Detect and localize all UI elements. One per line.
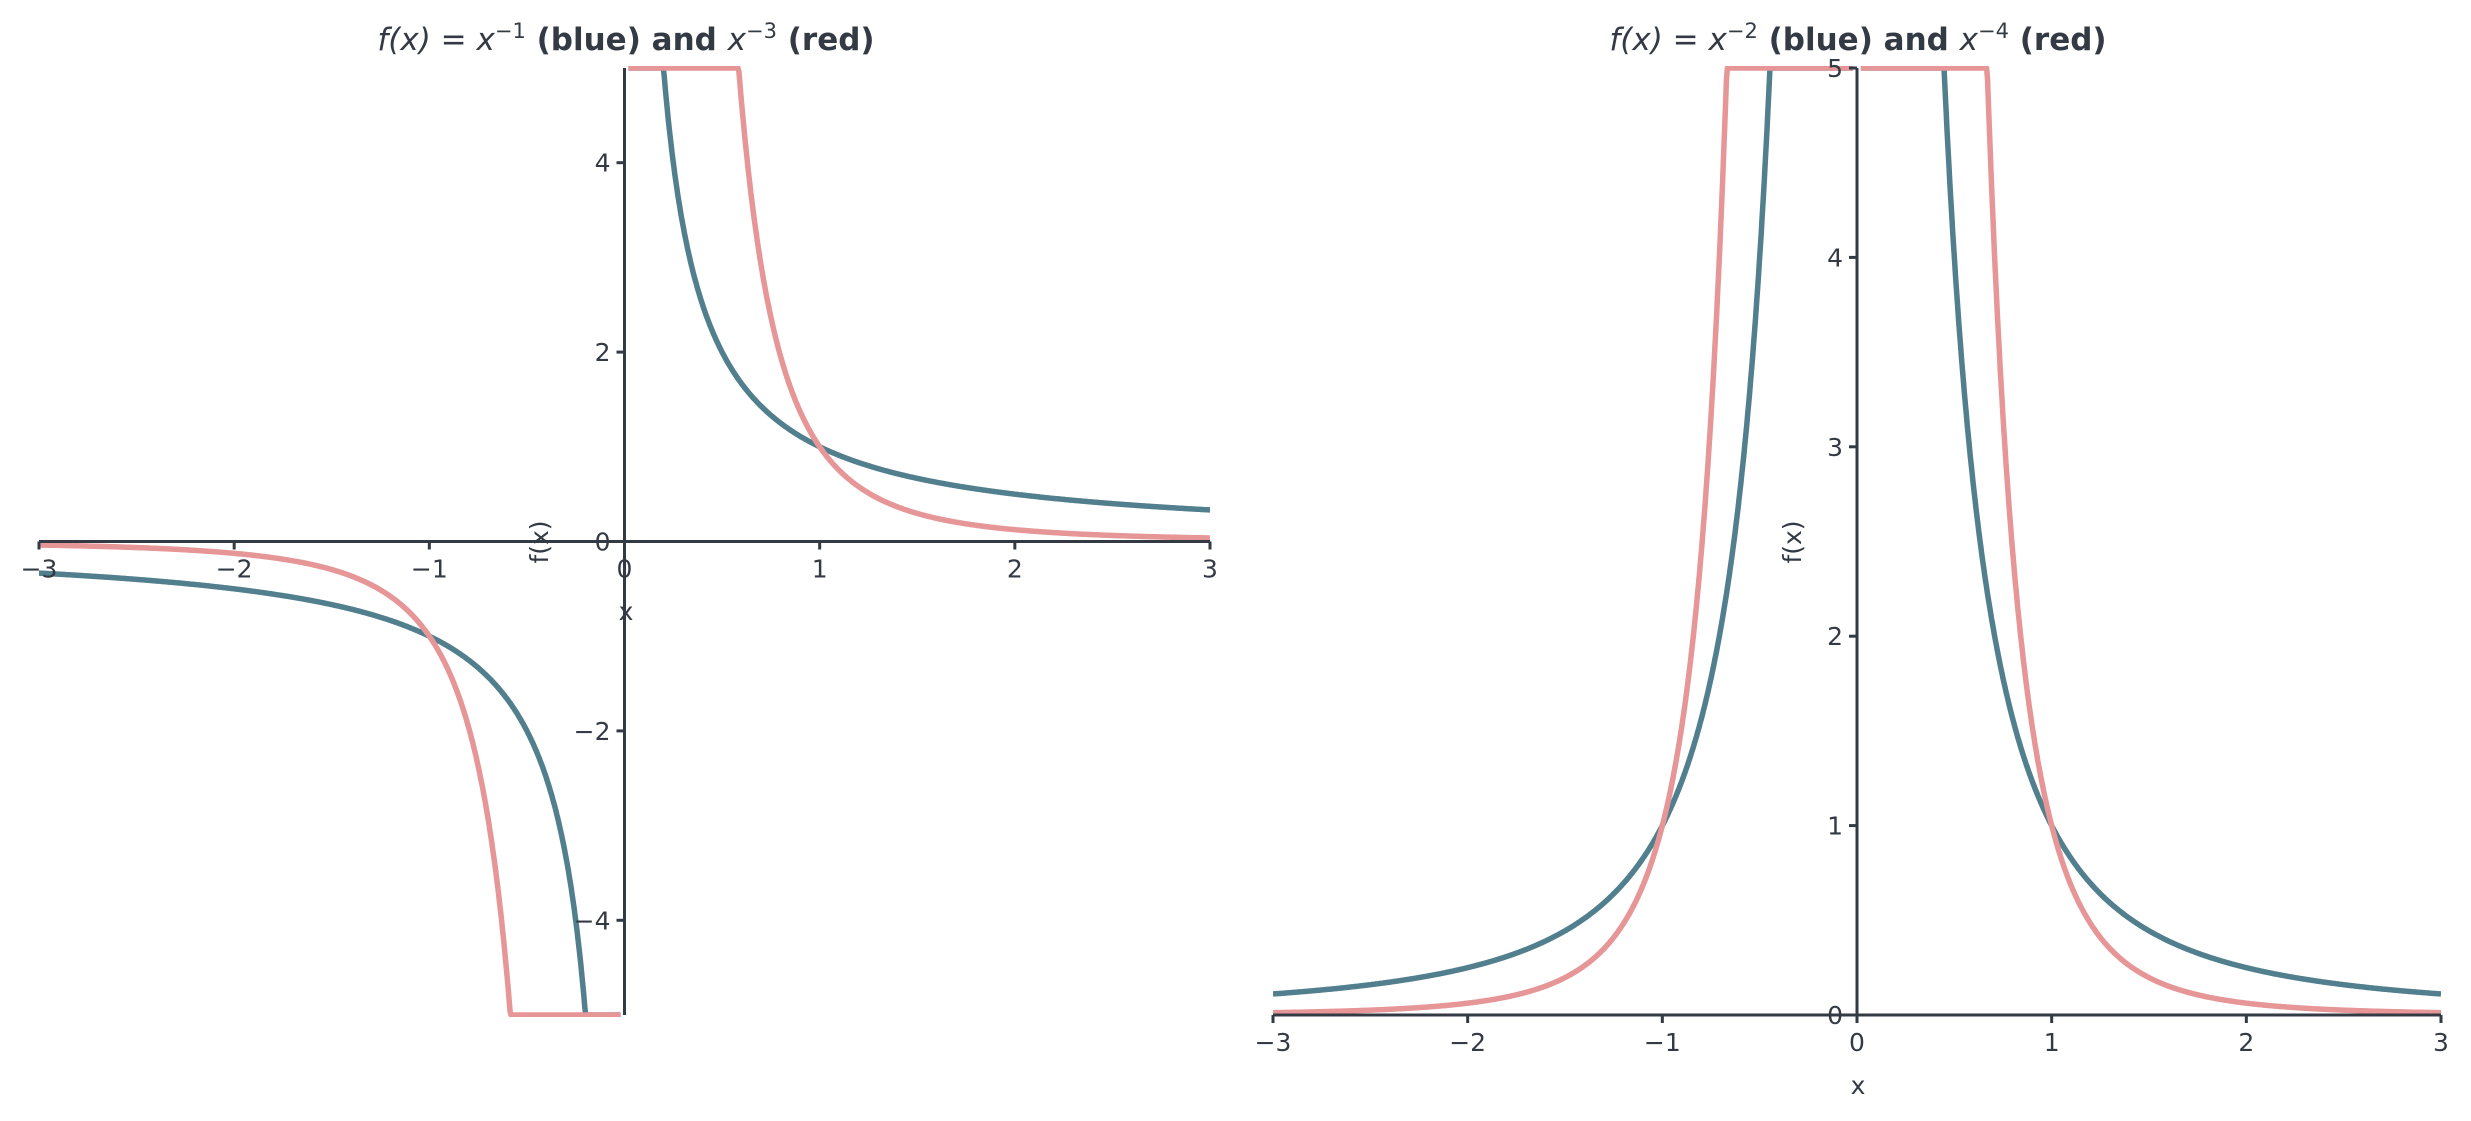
y-tick-label: 0: [595, 528, 611, 557]
x-tick-label: 3: [1202, 555, 1218, 584]
y-tick-label: 4: [1827, 243, 1843, 272]
series-line-x^-1-pos: [626, 66, 1210, 513]
chart-title: f(x) = x−1 (blue) and x−3 (red): [377, 19, 874, 58]
y-tick-label: 1: [1827, 812, 1843, 841]
x-tick-label: 3: [2433, 1028, 2449, 1057]
y-axis-label: f(x): [1778, 520, 1807, 563]
y-tick-label: 0: [1827, 1001, 1843, 1030]
series-line-x^-2-pos: [1859, 66, 2441, 997]
x-axis-label: x: [1851, 1071, 1866, 1100]
series-line-x^-4-neg: [1273, 66, 1855, 1016]
y-axis-label: f(x): [525, 520, 554, 563]
x-tick-label: 1: [812, 555, 828, 584]
chart-title: f(x) = x−2 (blue) and x−4 (red): [1609, 19, 2106, 58]
x-tick-label: −2: [216, 555, 253, 584]
x-axis-label: x: [619, 597, 634, 626]
x-tick-label: 0: [1849, 1028, 1865, 1057]
y-tick-label: −2: [574, 717, 611, 746]
x-tick-label: 0: [617, 555, 633, 584]
y-tick-label: 4: [595, 149, 611, 178]
series-line-x^-1-neg: [39, 570, 623, 1017]
series-line-x^-2-neg: [1273, 66, 1855, 997]
y-tick-label: 2: [595, 338, 611, 367]
left-chart: f(x) = x−1 (blue) and x−3 (red) −3 −2 −1 0 1…: [21, 19, 1218, 1017]
right-chart: f(x) = x−2 (blue) and x−4 (red) −3 −2 −1 0 1…: [1255, 19, 2449, 1100]
y-tick-label: 5: [1827, 54, 1843, 83]
series-line-x^-3-neg: [39, 542, 623, 1017]
x-tick-label: −2: [1449, 1028, 1486, 1057]
series-line-x^-4-pos: [1859, 66, 2441, 1016]
x-tick-label: −3: [21, 555, 58, 584]
x-tick-label: −1: [411, 555, 448, 584]
x-tick-label: 2: [2238, 1028, 2254, 1057]
y-tick-label: −4: [574, 906, 611, 935]
series-line-x^-3-pos: [626, 66, 1210, 541]
y-tick-label: 2: [1827, 622, 1843, 651]
x-tick-label: −3: [1255, 1028, 1292, 1057]
x-tick-label: 1: [2044, 1028, 2060, 1057]
x-tick-label: 2: [1007, 555, 1023, 584]
x-tick-label: −1: [1644, 1028, 1681, 1057]
y-tick-label: 3: [1827, 433, 1843, 462]
